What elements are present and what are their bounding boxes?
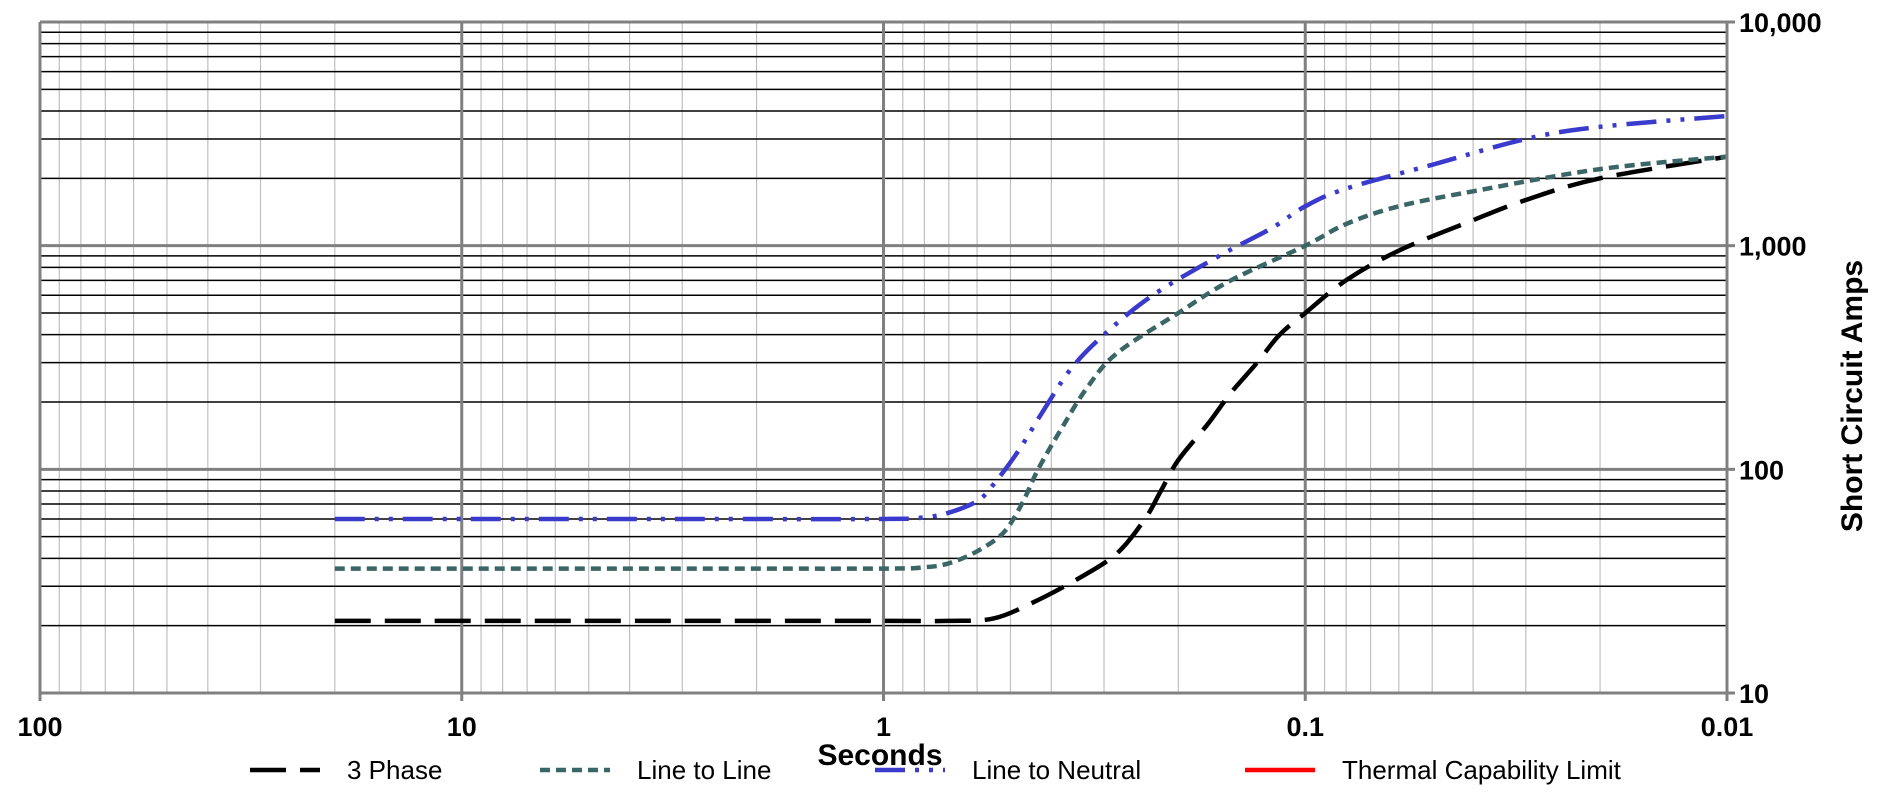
x-tick-label: 0.1 (1286, 712, 1324, 742)
plot-series (334, 113, 1728, 624)
x-axis-title: Seconds (817, 739, 942, 772)
y-tick-label: 1,000 (1739, 232, 1807, 262)
x-tick-label: 1 (876, 712, 891, 742)
legend-label-thermal-capability-limit: Thermal Capability Limit (1342, 755, 1622, 785)
x-tick-label: 100 (17, 712, 62, 742)
series-line-3-phase (334, 154, 1728, 624)
series-line-line-to-neutral (334, 113, 1728, 522)
legend-label-line-to-neutral: Line to Neutral (972, 755, 1141, 785)
legend-label-3-phase: 3 Phase (347, 755, 442, 785)
y-tick-label: 10 (1739, 679, 1769, 709)
series-line-line-to-line (334, 154, 1728, 571)
y-axis-title: Short Circuit Amps (1836, 260, 1869, 532)
y-tick-label: 100 (1739, 455, 1784, 485)
legend-label-line-to-line: Line to Line (637, 755, 771, 785)
x-tick-label: 0.01 (1701, 712, 1754, 742)
x-tick-label: 10 (447, 712, 477, 742)
y-tick-label: 10,000 (1739, 8, 1822, 38)
legend: 3 Phase Line to Line Line to Neutral Therma… (250, 755, 1622, 785)
